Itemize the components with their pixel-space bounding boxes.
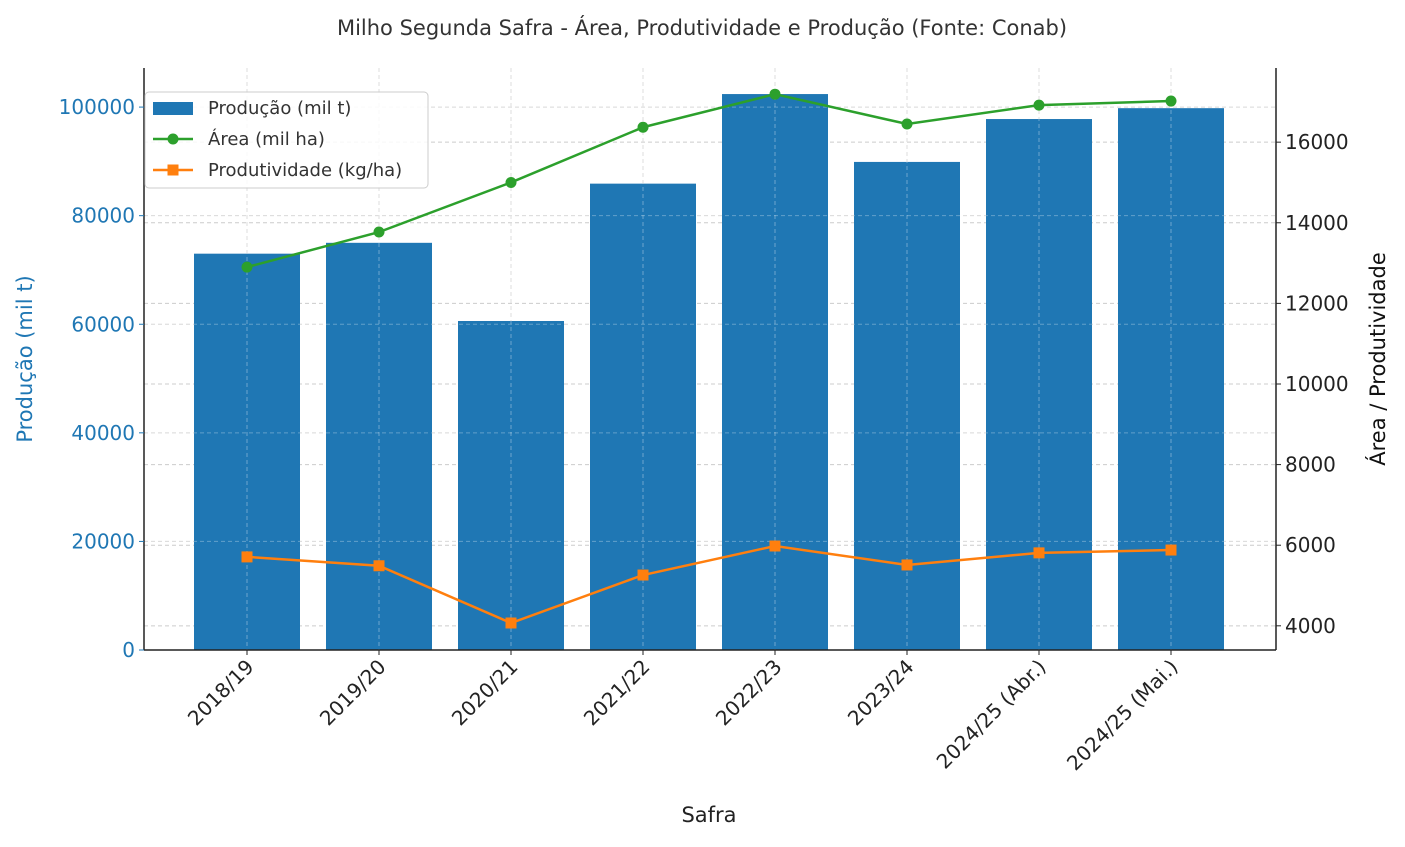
x-tick-label: 2022/23 [711, 655, 787, 731]
right-tick-label: 10000 [1285, 372, 1349, 396]
produtividade-point [637, 569, 649, 581]
left-tick-label: 40000 [71, 421, 135, 445]
left-tick-label: 80000 [71, 204, 135, 228]
area-point [1033, 99, 1045, 111]
x-tick-label: 2023/24 [843, 655, 919, 731]
right-tick-label: 14000 [1285, 211, 1349, 235]
x-tick-label: 2019/20 [315, 655, 391, 731]
area-point [373, 226, 385, 238]
bar [722, 94, 828, 651]
bar [986, 119, 1092, 651]
left-tick-label: 20000 [71, 529, 135, 553]
right-tick-label: 16000 [1285, 130, 1349, 154]
bar [194, 253, 300, 651]
area-point [505, 176, 517, 188]
left-axis-label: Produção (mil t) [13, 275, 37, 442]
x-tick-label: 2021/22 [579, 655, 655, 731]
area-point [1165, 95, 1177, 107]
x-axis-label: Safra [681, 803, 736, 827]
produtividade-point [1033, 547, 1045, 559]
produtividade-point [901, 559, 913, 571]
right-tick-label: 12000 [1285, 291, 1349, 315]
right-tick-label: 8000 [1285, 453, 1336, 477]
right-tick-label: 4000 [1285, 614, 1336, 638]
produtividade-point [1165, 544, 1177, 556]
bar [458, 320, 564, 650]
chart-title: Milho Segunda Safra - Área, Produtividad… [337, 15, 1067, 40]
legend-label: Produção (mil t) [208, 98, 351, 119]
legend-swatch-bar [153, 102, 193, 115]
x-tick-label: 2018/19 [183, 655, 259, 731]
right-axis-label: Área / Produtividade [1365, 252, 1390, 466]
x-tick-label: 2020/21 [447, 655, 523, 731]
right-tick-label: 6000 [1285, 533, 1336, 557]
area-point [769, 88, 781, 100]
x-tick-label: 2024/25 (Abr.) [932, 655, 1051, 774]
left-tick-label: 60000 [71, 312, 135, 336]
bar [1118, 108, 1224, 651]
legend-marker-circle [167, 133, 179, 145]
legend-label: Produtividade (kg/ha) [208, 160, 402, 181]
produtividade-point [505, 617, 517, 629]
produtividade-point [373, 560, 385, 572]
legend-label: Área (mil ha) [208, 128, 325, 150]
left-tick-label: 0 [122, 638, 135, 662]
series-line-produtividade [246, 544, 1172, 625]
produtividade-point [241, 551, 253, 563]
legend-marker-square [167, 164, 179, 176]
legend-box [144, 91, 429, 189]
area-point [637, 121, 649, 133]
legend: Produção (mil t) Área (mil ha) Produtivida… [144, 91, 429, 189]
left-tick-label: 100000 [59, 95, 135, 119]
series-line-area [246, 92, 1172, 269]
area-point [901, 118, 913, 130]
x-tick-label: 2024/25 (Mai.) [1062, 655, 1183, 776]
produtividade-point [769, 540, 781, 552]
area-point [241, 261, 253, 273]
